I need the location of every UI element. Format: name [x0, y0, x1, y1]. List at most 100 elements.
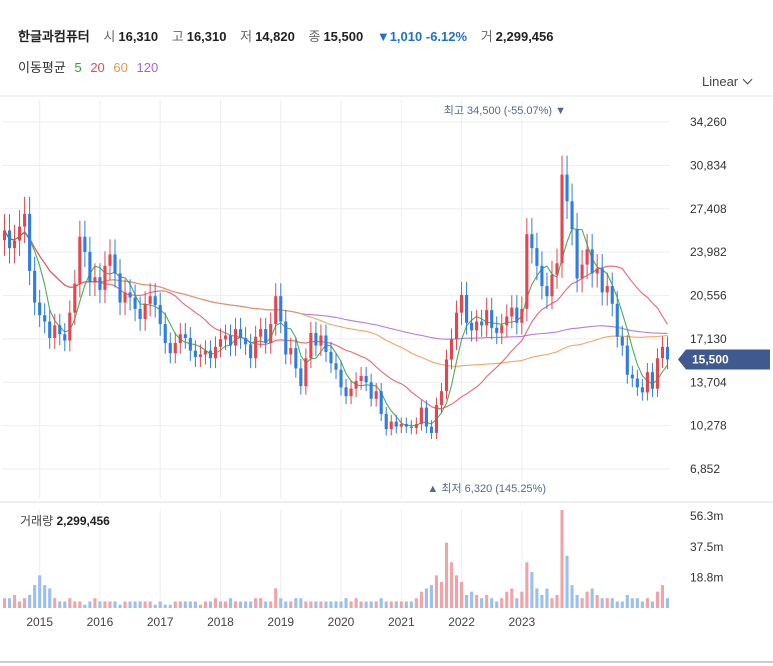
candle-body [289, 348, 293, 355]
candle-body [590, 249, 594, 274]
ma-20-label[interactable]: 20 [90, 60, 105, 75]
candle-body [364, 375, 368, 383]
ma-60-line [4, 230, 668, 367]
scale-selector[interactable]: Linear [702, 74, 753, 89]
volume-bar [18, 601, 22, 608]
candle-body [274, 296, 278, 325]
candle-body [33, 270, 37, 303]
volume-bar [284, 601, 288, 608]
volume-bar [490, 598, 494, 608]
scale-selector-value: Linear [702, 74, 739, 89]
candle-body [520, 308, 524, 323]
volume-bar [103, 601, 107, 608]
volume-bar [665, 598, 670, 608]
volume-bar [404, 601, 408, 608]
candle-body [103, 265, 107, 290]
candle-body [304, 358, 308, 387]
candle-body [329, 351, 333, 364]
candle-body [158, 305, 162, 325]
volume-bar [605, 598, 609, 608]
y-tick-label: 20,556 [690, 289, 727, 303]
volume-bar [515, 598, 519, 608]
volume-bar [249, 601, 253, 608]
stock-name: 한글과컴퓨터 [18, 29, 90, 44]
candle-body [434, 405, 439, 433]
candle-body [264, 329, 268, 344]
candle-body [299, 368, 303, 387]
candle-body [138, 308, 142, 319]
volume-bar [98, 601, 102, 608]
y-tick-label: 23,982 [690, 245, 727, 259]
volume-bar [73, 601, 77, 608]
x-tick-label: 2023 [508, 615, 535, 629]
volume-bar [409, 601, 413, 608]
candle-body [28, 213, 32, 271]
x-tick-label: 2017 [147, 615, 174, 629]
candle-body [530, 234, 534, 249]
candle-body [153, 296, 157, 306]
candle-body [88, 251, 92, 283]
volume-panel-label: 거래량 2,299,456 [20, 512, 110, 529]
volume-bar [480, 598, 484, 608]
candle-body [369, 382, 373, 399]
candle-body [173, 343, 177, 354]
volume-bar [575, 594, 579, 608]
volume-bar [193, 601, 197, 608]
volume-bar [23, 598, 27, 608]
candle-body [73, 283, 77, 313]
volume-bar [43, 585, 47, 608]
y-tick-label: 30,834 [690, 158, 727, 172]
candle-body [319, 335, 323, 346]
volume-bar [625, 594, 629, 608]
ma-5-line [4, 227, 668, 427]
volume-bar [203, 601, 207, 608]
volume-bar [414, 598, 418, 608]
volume-bar [660, 585, 665, 608]
volume-bar [439, 581, 444, 608]
ma-120-label[interactable]: 120 [136, 60, 159, 75]
candle-body [98, 277, 102, 290]
candle-body [294, 348, 298, 369]
ma-5-label[interactable]: 5 [74, 60, 82, 75]
volume-bar [399, 601, 403, 608]
candle-body [384, 413, 388, 430]
current-price-label: 15,500 [692, 353, 729, 367]
ma-60-label[interactable]: 60 [113, 60, 128, 75]
candle-body [239, 329, 243, 338]
volume-bar [93, 598, 97, 608]
candle-body [48, 321, 52, 338]
volume-bar [153, 604, 157, 608]
volume-bar [83, 604, 87, 608]
candle-body [344, 387, 348, 397]
volume-bar [239, 601, 243, 608]
volume-tick-label: 56.3m [690, 509, 723, 523]
candle-body [148, 296, 152, 304]
candle-body [43, 315, 47, 322]
volume-bar [168, 604, 172, 608]
volume-bar [12, 594, 17, 608]
candle-body [128, 292, 132, 298]
volume-bar [500, 598, 504, 608]
volume-bar [525, 562, 529, 608]
candle-body [620, 336, 624, 346]
x-tick-label: 2022 [448, 615, 475, 629]
volume-bar [630, 598, 634, 608]
x-tick-label: 2019 [267, 615, 294, 629]
volume-bar [344, 598, 348, 608]
volume-tick-label: 18.8m [690, 570, 723, 584]
volume-bar [550, 598, 554, 608]
volume-bar [133, 601, 137, 608]
y-tick-label: 10,278 [690, 419, 727, 433]
x-tick-label: 2015 [26, 615, 53, 629]
volume-bar [173, 601, 177, 608]
volume-bar [585, 591, 589, 608]
candle-body [460, 294, 464, 313]
volume-bar [615, 601, 619, 608]
volume-bar [600, 598, 604, 608]
volume-bar [38, 575, 42, 608]
candle-body [198, 354, 202, 357]
volume-bar [505, 591, 509, 608]
candle-body [470, 322, 474, 331]
open-label: 시 [103, 29, 116, 44]
